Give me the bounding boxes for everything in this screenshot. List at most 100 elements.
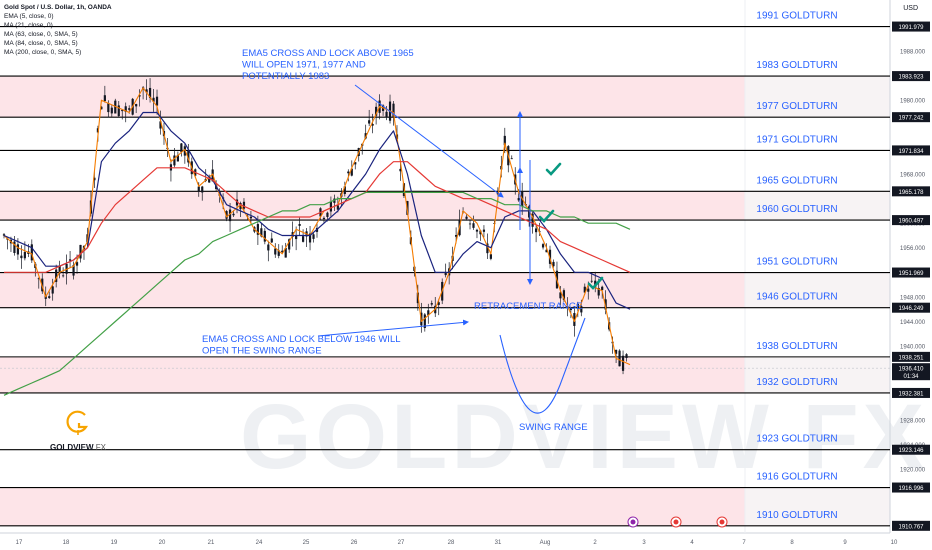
legend-ma21[interactable]: MA (21, close, 0) <box>4 22 53 29</box>
candle-body <box>336 205 339 210</box>
level-tag-bg-1 <box>892 71 930 82</box>
level-tag-5: 1960.497 <box>898 219 924 225</box>
candle-body <box>37 278 40 280</box>
candle-body <box>62 275 65 277</box>
resistance-band-right-3 <box>745 356 890 393</box>
candle-body <box>427 310 430 316</box>
currency-label[interactable]: USD <box>903 5 918 12</box>
resistance-band-right-4 <box>745 487 890 526</box>
legend-ema5[interactable]: EMA (5, close, 0) <box>4 13 54 20</box>
x-tick-label-17: 9 <box>843 540 847 546</box>
candle-body <box>173 155 176 166</box>
candle-body <box>375 106 378 116</box>
candle-body <box>103 95 106 102</box>
legend-ma200[interactable]: MA (200, close, 0, SMA, 5) <box>4 49 82 56</box>
candle-body <box>517 198 520 201</box>
level-tag-2: 1977.242 <box>898 116 924 122</box>
resistance-band-right-0 <box>745 76 890 118</box>
candle-body <box>267 244 270 251</box>
candle-body <box>562 290 566 300</box>
goldview-logo: GOLDVIEW FX <box>48 410 108 452</box>
candle-body <box>444 272 447 276</box>
candle-body <box>72 265 75 276</box>
candle-body <box>274 248 277 255</box>
y-tick-label-5: 1948.000 <box>900 295 926 301</box>
series-line-2 <box>4 161 631 273</box>
candle-body <box>368 120 371 124</box>
annotation-retracement: RETRACEMENT RANGE <box>474 301 583 312</box>
level-tag-11: 1916.996 <box>898 486 924 492</box>
candle-body <box>187 150 190 163</box>
y-tick-label-8: 1968.000 <box>900 172 926 178</box>
level-label-10: 1923 GOLDTURN <box>756 434 837 445</box>
level-tag-bg-0 <box>892 21 930 32</box>
level-label-8: 1938 GOLDTURN <box>756 341 837 352</box>
arrow-to-1965 <box>354 84 504 198</box>
candle-body <box>298 223 301 226</box>
level-tag-bg-5 <box>892 215 930 226</box>
resistance-band-2 <box>0 272 745 308</box>
candle-body <box>482 229 486 232</box>
level-tag-1: 1983.923 <box>898 75 924 81</box>
candle-body <box>472 223 475 228</box>
candle-body <box>354 162 357 165</box>
candle-body <box>597 287 600 296</box>
legend-ma63[interactable]: MA (63, close, 0, SMA, 5) <box>4 31 78 38</box>
candle-body <box>93 177 96 181</box>
candle-body <box>256 224 259 235</box>
x-tick-label-15: 7 <box>742 540 746 546</box>
annotation-cross-above: EMA5 CROSS AND LOCK ABOVE 1965 WILL OPEN … <box>242 48 414 82</box>
level-tag-bg-12 <box>892 520 930 531</box>
candle-body <box>329 201 333 212</box>
candle-body <box>225 211 228 219</box>
x-tick-label-9: 28 <box>448 540 455 546</box>
y-tick-label-6: 1956.000 <box>900 246 926 252</box>
candle-body <box>326 212 329 217</box>
level-tag-bg-2 <box>892 112 930 123</box>
candle-body <box>312 234 315 239</box>
candle-body <box>239 203 242 210</box>
level-tag-9: 1932.381 <box>898 391 924 397</box>
candle-body <box>583 286 586 293</box>
candle-body <box>295 235 298 240</box>
x-tick-label-5: 24 <box>256 540 263 546</box>
candle-body <box>590 280 593 282</box>
candle-body <box>392 103 395 118</box>
candle-body <box>117 105 120 117</box>
x-tick-label-6: 25 <box>303 540 310 546</box>
level-tag-12: 1910.767 <box>898 524 924 530</box>
candle-body <box>322 217 326 220</box>
x-tick-label-1: 18 <box>63 540 70 546</box>
candle-body <box>559 292 562 299</box>
y-tick-label-0: 1920.000 <box>900 468 926 474</box>
event-icon-dot-0 <box>630 519 636 525</box>
level-label-12: 1910 GOLDTURN <box>756 510 837 521</box>
candle-body <box>277 250 280 256</box>
logo-name: GOLDVIEW <box>49 443 94 452</box>
level-label-4: 1965 GOLDTURN <box>756 175 837 186</box>
current-price-label: 1936.410 <box>898 367 924 373</box>
candle-body <box>145 89 148 93</box>
candle-body <box>208 178 211 183</box>
candle-body <box>308 233 312 243</box>
candle-body <box>242 201 246 209</box>
resistance-band-1 <box>0 191 745 221</box>
y-tick-label-2: 1928.000 <box>900 418 926 424</box>
candle-body <box>580 306 583 313</box>
watermark: GOLDVIEW FX <box>240 386 928 488</box>
legend-ma84[interactable]: MA (84, close, 0, SMA, 5) <box>4 40 78 47</box>
x-tick-label-14: 4 <box>690 540 694 546</box>
candle-body <box>587 288 590 292</box>
candle-body <box>16 244 20 255</box>
candle-body <box>228 209 232 222</box>
candle-body <box>270 238 273 243</box>
level-label-5: 1960 GOLDTURN <box>756 204 837 215</box>
candle-body <box>110 107 113 114</box>
candle-body <box>541 244 545 248</box>
level-tag-bg-10 <box>892 444 930 455</box>
x-tick-label-0: 17 <box>16 540 23 546</box>
candle-body <box>13 241 16 254</box>
candle-body <box>121 109 124 112</box>
candle-body <box>455 235 458 237</box>
